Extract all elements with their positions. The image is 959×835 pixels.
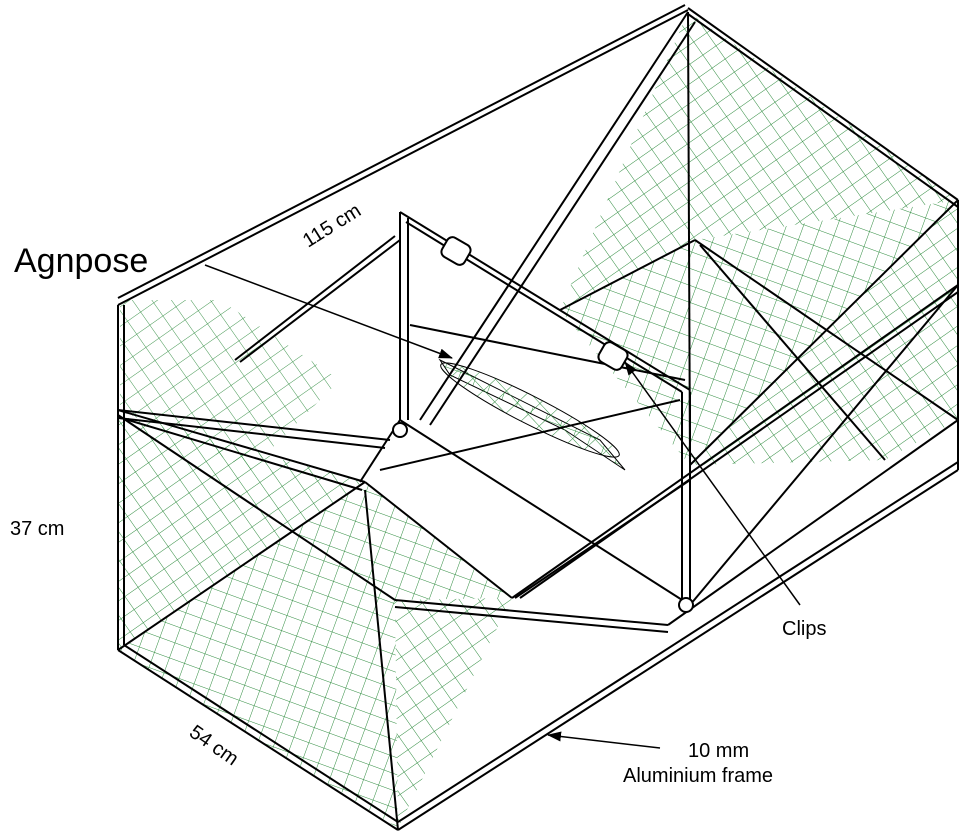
agnpose-disc <box>440 362 620 458</box>
aluminium-frame <box>117 4 959 831</box>
leader-arrows <box>204 264 801 749</box>
clip-lower <box>597 341 629 371</box>
joint-left <box>392 422 408 438</box>
front-lower-mesh <box>395 598 512 828</box>
clips <box>392 236 694 613</box>
left-end-mesh <box>118 415 365 650</box>
right-upper-mesh <box>560 12 958 310</box>
frame-arrow <box>547 731 661 749</box>
right-mid-mesh <box>560 200 958 465</box>
frame-size-label: 10 mm <box>688 740 749 762</box>
agnpose-label: Agnpose <box>14 242 148 280</box>
clips-label: Clips <box>782 618 826 640</box>
height-label: 37 cm <box>10 518 64 540</box>
mesh-panels <box>118 12 958 828</box>
joint-right <box>678 597 694 613</box>
clips-arrow <box>624 361 801 606</box>
clip-upper <box>440 236 472 266</box>
frame-material-label: Aluminium frame <box>623 765 773 787</box>
agnpose-arrow <box>204 264 453 359</box>
length-label: 115 cm <box>299 200 365 253</box>
width-label: 54 cm <box>185 721 242 770</box>
bottom-front-mesh <box>118 482 398 828</box>
